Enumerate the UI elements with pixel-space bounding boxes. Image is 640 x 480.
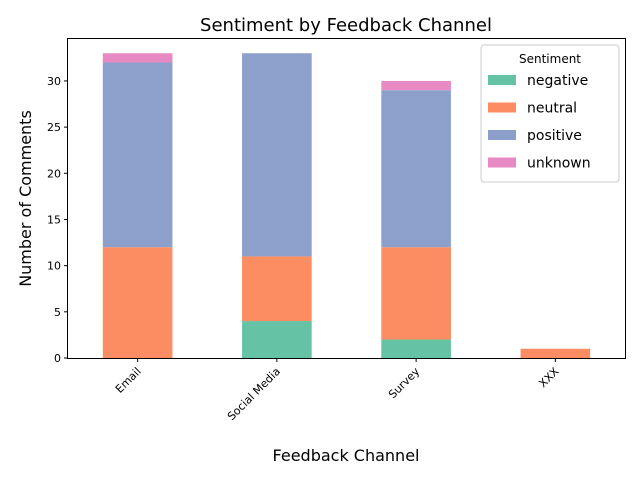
y-tick-label-3: 15 [47,213,61,226]
legend-label-neutral: neutral [527,101,577,117]
x-axis-label: Feedback Channel [273,446,420,465]
bar-neutral-0 [102,247,173,358]
x-tick-label-2: Survey [386,365,423,402]
bar-unknown-2 [381,80,451,91]
legend-swatch-neutral [488,102,516,113]
bar-negative-1 [242,321,312,358]
legend-swatch-negative [488,75,516,85]
bars-layer [102,53,591,358]
bar-neutral-2 [381,247,451,340]
legend-swatch-unknown [488,157,516,168]
y-tick-label-5: 25 [47,121,61,134]
bar-negative-2 [381,339,451,358]
legend-label-unknown: unknown [527,156,591,172]
y-tick-label-4: 20 [47,167,61,180]
x-tick-label-3: XXX [536,365,562,391]
y-axis: 0 5 10 15 20 25 30 [47,75,68,365]
chart-title: Sentiment by Feedback Channel [200,15,492,36]
bar-positive-2 [381,90,451,248]
y-axis-label: Number of Comments [16,110,35,287]
legend: Sentiment negative neutral positive unknown [480,44,620,183]
bar-positive-0 [102,62,173,248]
legend-title: Sentiment [519,52,581,66]
y-tick-label-2: 10 [47,260,61,273]
x-axis: Email Social Media Survey XXX [113,358,562,423]
legend-label-positive: positive [527,128,582,144]
bar-unknown-0 [102,53,173,63]
legend-label-negative: negative [527,73,588,89]
x-tick-label-0: Email [113,365,144,396]
y-tick-label-1: 5 [54,306,61,319]
legend-swatch-positive [488,130,516,140]
x-tick-label-1: Social Media [225,365,283,423]
bar-positive-1 [242,53,312,257]
bar-neutral-3 [520,348,591,358]
y-tick-label-0: 0 [54,352,61,365]
y-tick-label-6: 30 [47,75,61,88]
bar-neutral-1 [242,256,312,322]
plot-frame [67,38,626,359]
